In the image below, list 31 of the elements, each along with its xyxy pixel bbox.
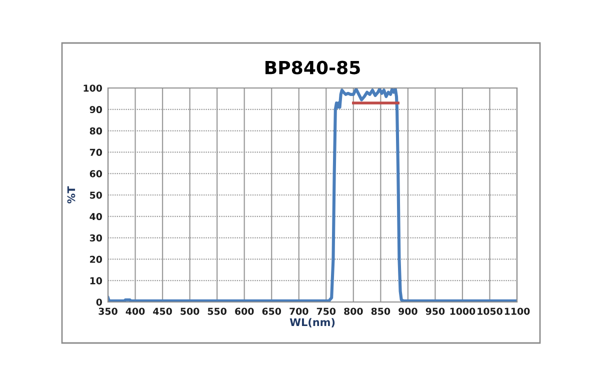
x-tick-label: 950 xyxy=(426,308,445,315)
y-tick-label: 0 xyxy=(96,298,102,306)
x-tick-label: 800 xyxy=(344,308,363,315)
x-axis-title: WL(nm) xyxy=(290,318,335,328)
y-tick-label: 50 xyxy=(90,192,102,199)
x-tick-label: 700 xyxy=(290,308,308,315)
y-tick-label: 40 xyxy=(90,212,102,220)
y-tick-label: 20 xyxy=(90,256,102,263)
x-tick-label: 450 xyxy=(153,308,172,315)
x-tick-label: 600 xyxy=(235,308,254,315)
x-tick-label: 750 xyxy=(316,308,336,315)
y-axis-title: %T xyxy=(67,186,76,204)
x-tick-label: 400 xyxy=(126,308,145,315)
chart-title: BP840-85 xyxy=(266,60,360,74)
x-tick-label: 1100 xyxy=(504,308,530,315)
x-tick-label: 1050 xyxy=(478,308,502,315)
x-tick-label: 850 xyxy=(371,308,390,315)
line-series xyxy=(108,88,517,302)
x-tick-label: 500 xyxy=(180,308,200,315)
y-tick-label: 70 xyxy=(90,148,102,156)
x-tick-label: 550 xyxy=(208,308,226,315)
y-tick-label: 30 xyxy=(90,234,102,242)
y-tick-label: 60 xyxy=(90,170,102,178)
y-tick-label: 90 xyxy=(90,106,102,114)
y-tick-label: 80 xyxy=(90,127,102,135)
y-tick-label: 10 xyxy=(90,277,102,284)
x-tick-label: 900 xyxy=(398,308,418,315)
y-tick-label: 100 xyxy=(84,84,102,92)
x-tick-label: 350 xyxy=(98,308,118,315)
x-tick-label: 1000 xyxy=(450,308,476,315)
x-tick-label: 650 xyxy=(262,308,282,315)
